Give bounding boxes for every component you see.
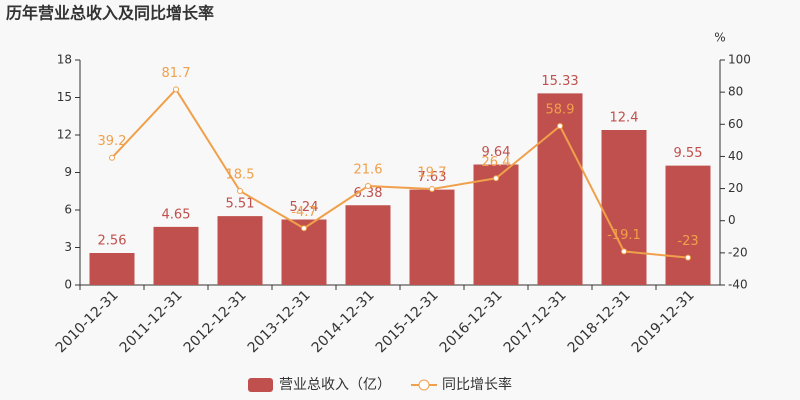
bar-value-label: 9.64: [482, 145, 511, 160]
y2-tick-label: 0: [728, 213, 736, 227]
y2-tick-label: 40: [728, 149, 743, 163]
y-tick-label: 18: [57, 53, 72, 67]
bar-value-label: 4.65: [162, 207, 191, 222]
x-tick-label: 2017-12-31: [501, 287, 570, 356]
line-value-label: 19.7: [418, 166, 447, 181]
line-value-label: 21.6: [354, 163, 383, 178]
legend-symbol: [418, 379, 430, 391]
bar-value-label: 5.24: [290, 200, 319, 215]
x-tick-label: 2019-12-31: [629, 287, 698, 356]
bar: [153, 226, 199, 285]
line-value-label: 39.2: [98, 134, 127, 149]
bar-value-label: 2.56: [98, 234, 127, 249]
x-tick-label: 2016-12-31: [437, 287, 506, 356]
line-value-label: -19.1: [607, 228, 641, 243]
bar-value-label: 9.55: [674, 146, 703, 161]
x-tick-label: 2018-12-31: [565, 287, 634, 356]
y-tick-label: 9: [64, 165, 72, 179]
x-tick-label: 2013-12-31: [245, 287, 314, 356]
line-point: [109, 154, 115, 161]
bar-value-label: 12.4: [610, 111, 639, 126]
x-tick-label: 2015-12-31: [373, 287, 442, 356]
line-point: [237, 187, 243, 194]
x-tick-label: 2010-12-31: [53, 287, 122, 356]
line-point: [493, 175, 499, 182]
line-point: [429, 186, 435, 193]
line-point: [301, 225, 307, 232]
line-point: [173, 86, 179, 93]
bar: [537, 93, 583, 285]
line-value-label: -4.7: [291, 205, 316, 220]
chart-title: 历年营业总收入及同比增长率: [6, 4, 214, 23]
line-value-label: 81.7: [162, 66, 191, 81]
legend-label: 营业总收入（亿）: [279, 377, 391, 393]
x-tick-label: 2014-12-31: [309, 287, 378, 356]
y2-tick-label: 100: [728, 53, 751, 67]
line-point: [365, 183, 371, 189]
bar: [409, 189, 455, 285]
line: [111, 87, 689, 259]
bar: [89, 253, 135, 285]
bar: [345, 205, 391, 285]
line-value-label: -23: [677, 234, 698, 249]
y-tick-label: 6: [64, 203, 72, 217]
x-tick-label: 2011-12-31: [117, 287, 186, 356]
bar: [217, 216, 263, 285]
x-tick-label: 2012-12-31: [181, 287, 250, 356]
line-point: [621, 248, 627, 255]
line-point: [685, 254, 691, 261]
line-value-label: 58.9: [546, 103, 575, 118]
y-tick-label: 12: [57, 128, 72, 142]
bar-value-label: 6.38: [354, 186, 383, 201]
bar-value-label: 5.51: [226, 197, 255, 212]
bar-value-label: 15.33: [541, 74, 578, 89]
y2-tick-label: 80: [728, 85, 743, 99]
y2-tick-label: 20: [728, 181, 743, 195]
line-value-label: 26.4: [482, 155, 511, 170]
y-tick-label: 15: [57, 90, 72, 104]
bar-value-label: 7.63: [418, 170, 447, 185]
y-tick-label: 0: [64, 278, 72, 292]
y2-tick-label: -20: [728, 245, 748, 259]
line-point: [557, 123, 563, 130]
line-value-label: 18.5: [226, 167, 255, 182]
y2-axis-label: %: [714, 31, 725, 45]
y2-tick-label: -40: [728, 278, 748, 292]
y-tick-label: 3: [64, 240, 72, 254]
legend-symbol: [248, 378, 273, 392]
bar: [665, 165, 711, 285]
bar: [473, 164, 519, 285]
bar: [601, 130, 647, 285]
y2-tick-label: 60: [728, 117, 743, 131]
legend-label: 同比增长率: [442, 376, 512, 393]
